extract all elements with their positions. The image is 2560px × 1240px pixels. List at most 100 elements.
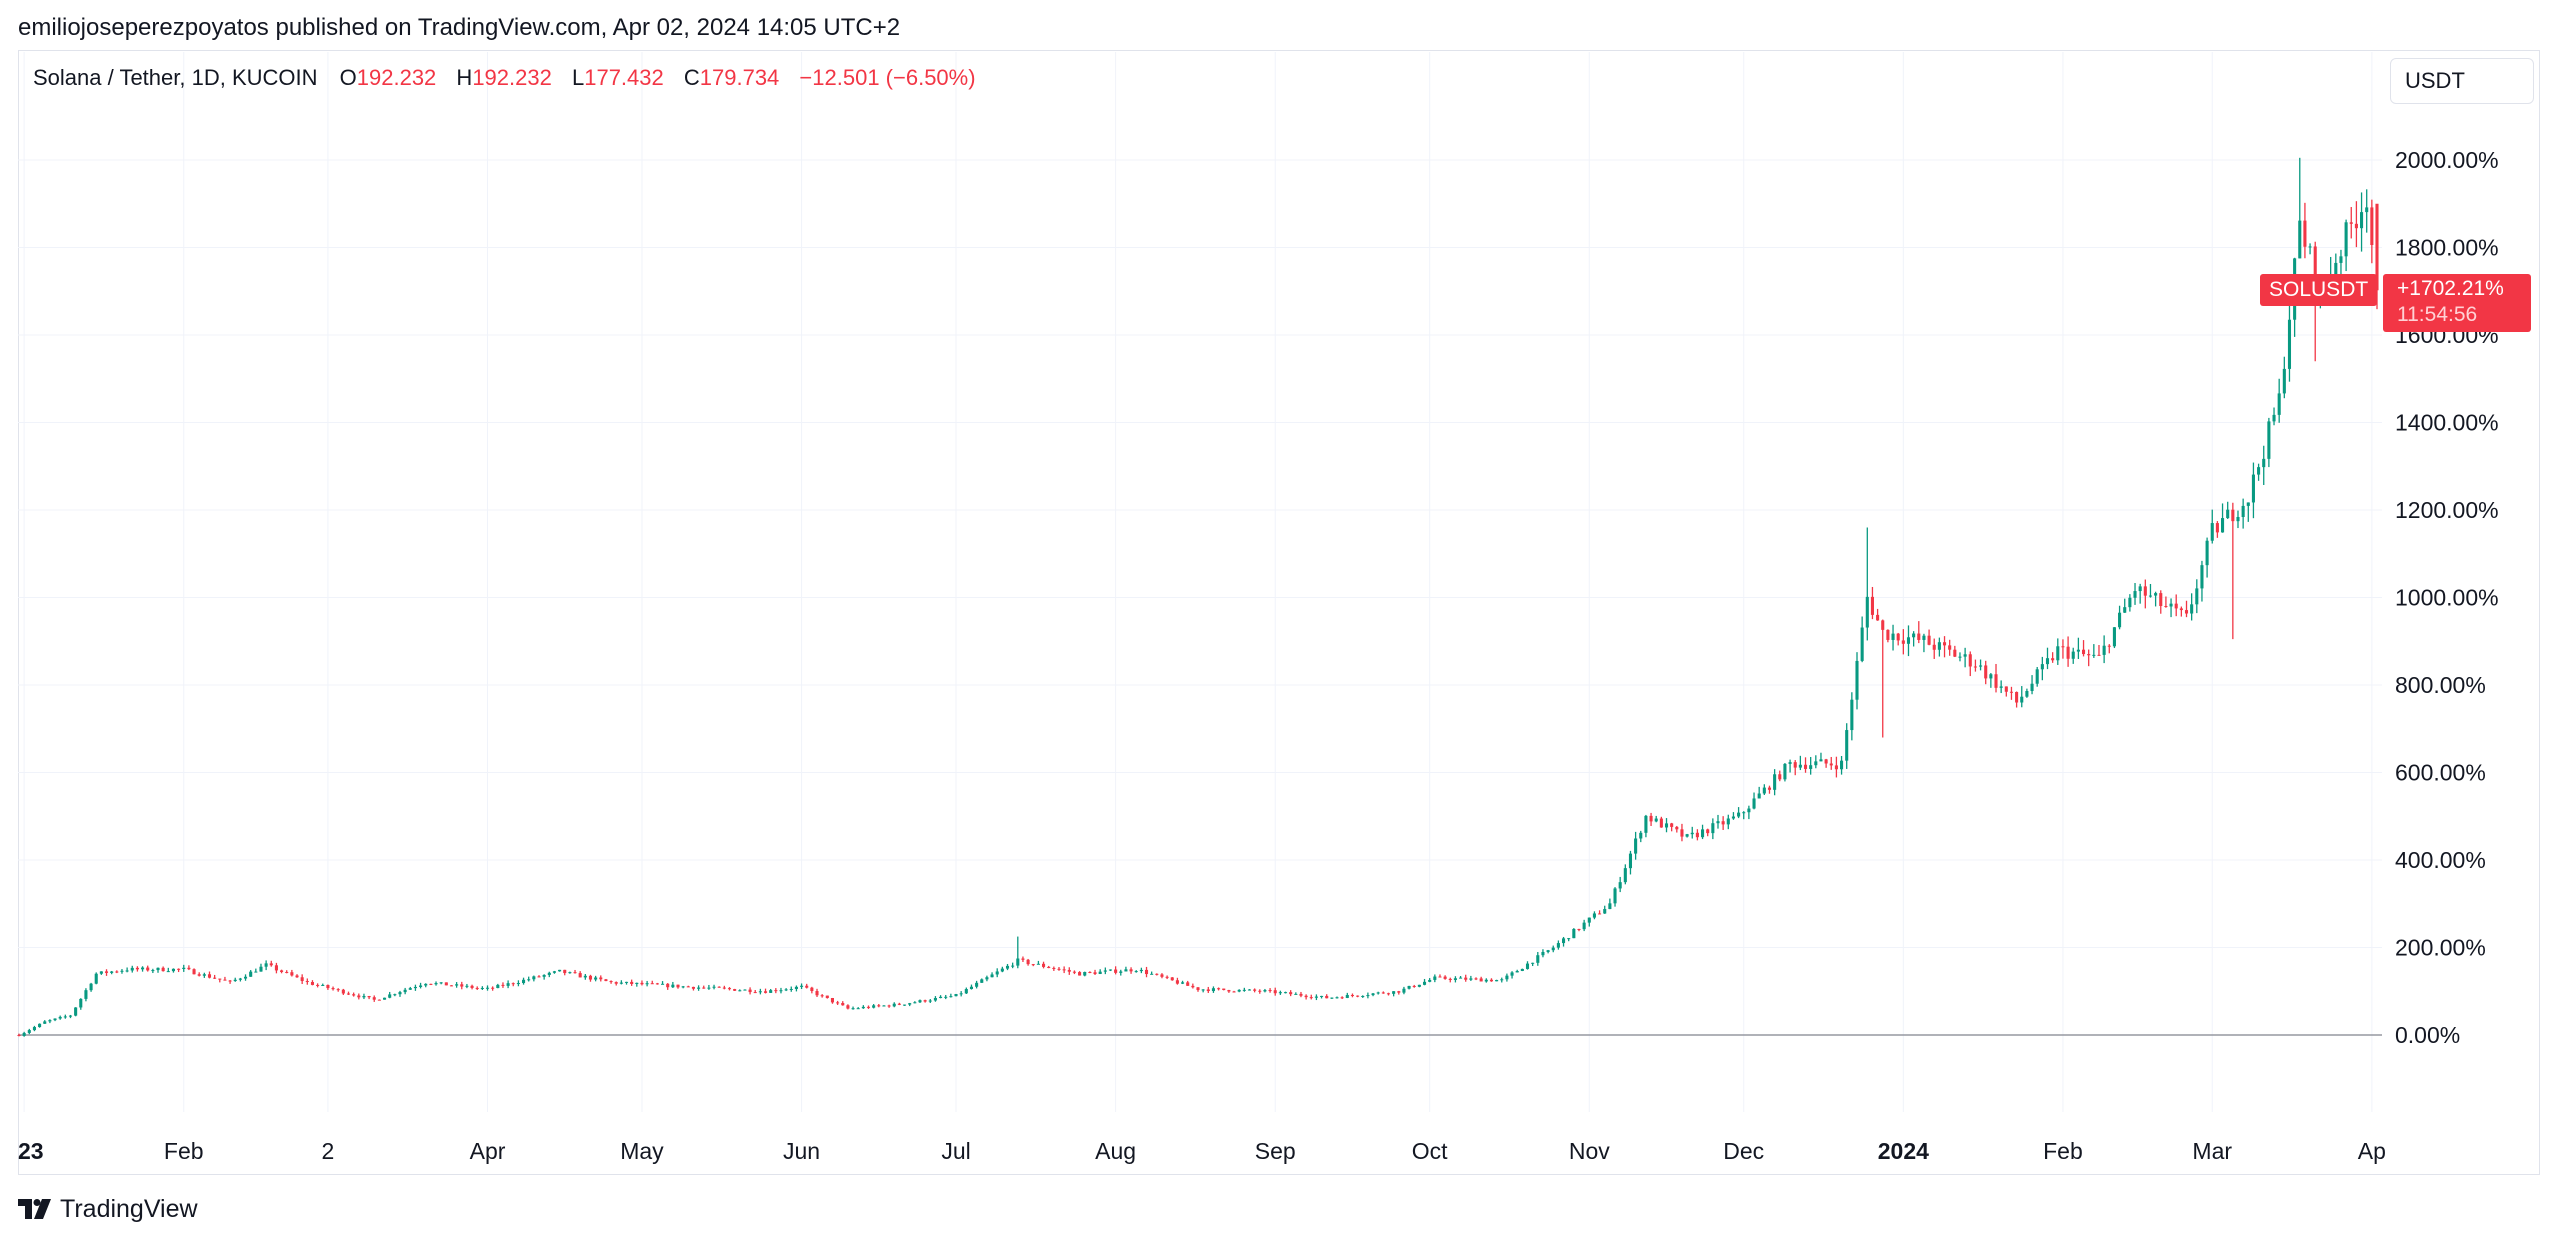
candle-body <box>1129 969 1133 972</box>
candle-body <box>1304 995 1308 998</box>
candle-body <box>125 970 129 972</box>
legend-high-label: H <box>456 65 473 90</box>
candle-body <box>774 990 778 992</box>
candle-body <box>1505 975 1509 980</box>
candle-body <box>1078 972 1082 976</box>
candle-body <box>1062 969 1066 971</box>
symbol-tag: SOLUSDT <box>2260 274 2378 306</box>
candle-body <box>1510 972 1514 976</box>
candle-body <box>2159 593 2163 607</box>
candle-body <box>2200 565 2204 589</box>
candle-body <box>316 984 320 986</box>
candle-body <box>32 1027 36 1031</box>
candle-body <box>2020 696 2024 703</box>
candle-body <box>120 970 124 972</box>
candle-body <box>115 971 119 973</box>
candle-body <box>1309 997 1313 999</box>
candle-body <box>2354 223 2358 229</box>
candle-body <box>2138 586 2142 592</box>
candle-body <box>1222 988 1226 991</box>
candle-body <box>99 971 103 974</box>
candle-body <box>2190 604 2194 614</box>
candle-body <box>1757 793 1761 799</box>
candle-body <box>1690 832 1694 835</box>
candle-body <box>1459 977 1463 979</box>
candle-body <box>990 974 994 978</box>
candle-body <box>1767 787 1772 790</box>
candle-body <box>1325 995 1329 999</box>
legend-low-label: L <box>571 65 585 90</box>
candle-body <box>1340 997 1344 999</box>
x-tick-label: Dec <box>1723 1138 1764 1164</box>
candle-body <box>1520 968 1524 971</box>
candle-body <box>769 990 773 993</box>
candle-body <box>2164 606 2168 608</box>
currency-button[interactable]: USDT <box>2390 58 2534 104</box>
candle-body <box>290 972 294 976</box>
candle-body <box>1731 816 1735 819</box>
candle-body <box>1870 596 1874 615</box>
candle-body <box>89 983 93 991</box>
x-tick-label: Oct <box>1412 1138 1448 1164</box>
candle-body <box>614 982 618 984</box>
candle-body <box>104 971 109 973</box>
candle-body <box>1814 761 1818 766</box>
candle-body <box>1366 995 1370 997</box>
candle-body <box>1922 635 1926 640</box>
candle-body <box>1016 958 1020 966</box>
y-tick-label: 400.00% <box>2395 847 2486 873</box>
candle-body <box>84 990 88 999</box>
candle-body <box>1247 989 1252 991</box>
candle-body <box>341 989 345 994</box>
candle-body <box>496 984 500 989</box>
candle-body <box>908 1003 912 1005</box>
candle-body <box>264 963 268 967</box>
candle-body <box>964 989 968 994</box>
candle-body <box>156 967 160 971</box>
candle-body <box>1500 979 1504 981</box>
tradingview-brand[interactable]: TradingView <box>18 1193 198 1225</box>
candle-body <box>48 1020 52 1022</box>
candle-body <box>1659 818 1663 828</box>
candle-body <box>2081 649 2086 655</box>
candle-body <box>424 983 428 986</box>
candle-body <box>2009 691 2013 693</box>
candle-body <box>2087 654 2091 656</box>
candle-body <box>1984 665 1988 679</box>
candle-body <box>110 971 114 973</box>
candle-body <box>238 978 242 980</box>
candle-body <box>1067 969 1071 972</box>
candle-body <box>1968 654 1972 667</box>
candle-body <box>1330 997 1334 999</box>
candle-body <box>583 975 587 978</box>
candle-body <box>949 996 953 998</box>
candle-body <box>1191 985 1195 988</box>
candle-body <box>743 989 747 991</box>
candle-body <box>1114 969 1118 973</box>
candle-body <box>1124 969 1128 972</box>
candle-body <box>511 983 515 985</box>
candle-body <box>346 993 351 995</box>
candle-body <box>310 982 315 985</box>
candle-body <box>1453 978 1457 980</box>
candle-body <box>2015 691 2019 703</box>
candle-body <box>1464 977 1468 980</box>
candle-body <box>2231 509 2235 522</box>
candle-body <box>897 1003 901 1005</box>
candle-body <box>568 972 572 974</box>
candle-body <box>1376 992 1380 994</box>
candle-body <box>1953 649 1957 657</box>
candle-body <box>300 977 304 982</box>
candle-body <box>1088 971 1092 973</box>
candle-body <box>815 991 819 996</box>
candle-body <box>1628 853 1633 869</box>
candle-body <box>1937 642 1941 650</box>
candle-body <box>1381 992 1385 994</box>
candle-body <box>969 986 974 990</box>
legend-symbol[interactable]: Solana / Tether, 1D, KUCOIN <box>33 65 318 90</box>
candle-body <box>573 972 577 974</box>
candle-body <box>269 963 273 966</box>
candle-body <box>1242 989 1246 991</box>
candle-body <box>2210 523 2214 541</box>
